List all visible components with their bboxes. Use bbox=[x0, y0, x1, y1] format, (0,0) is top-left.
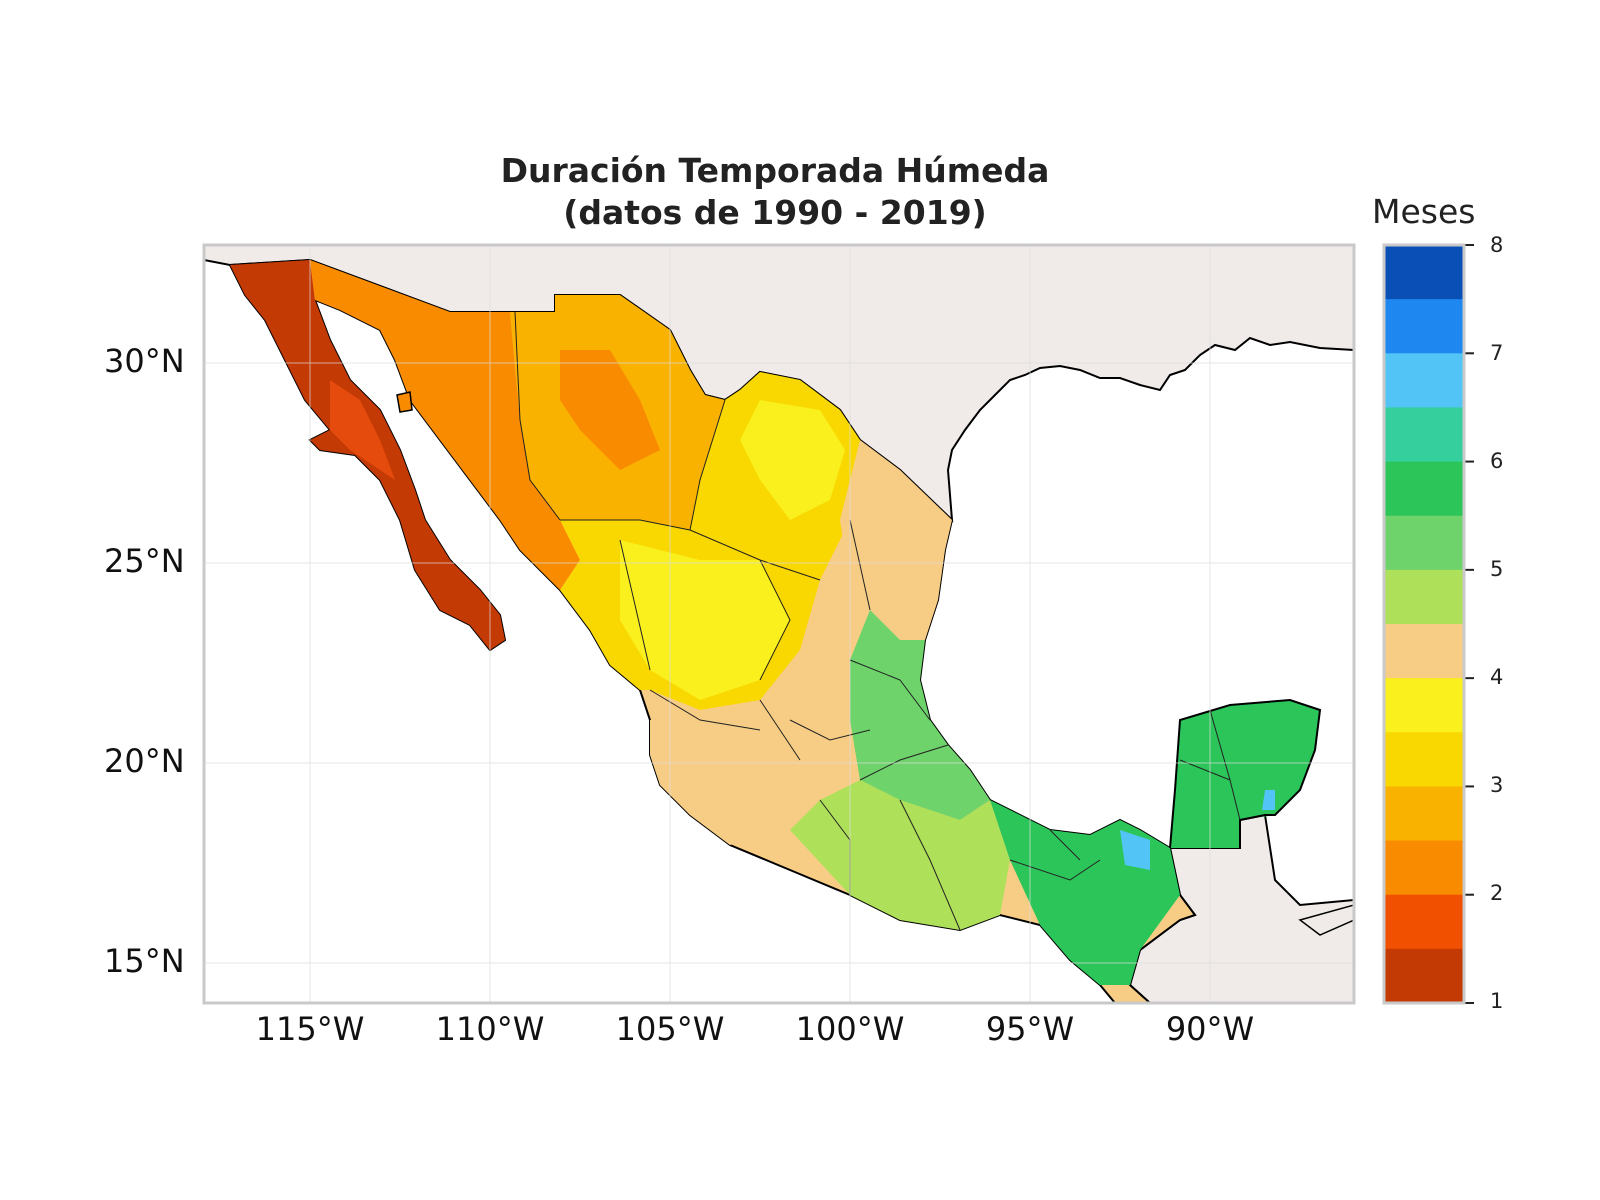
x-tick-105w: 105°W bbox=[615, 1010, 725, 1048]
colorbar-tick-1: 1 bbox=[1490, 989, 1504, 1013]
map-title-line2: (datos de 1990 - 2019) bbox=[563, 193, 987, 232]
map-title-line1: Duración Temporada Húmeda bbox=[500, 151, 1050, 190]
y-tick-30n: 30°N bbox=[104, 342, 185, 380]
colorbar bbox=[1384, 244, 1474, 1004]
colorbar-segment bbox=[1384, 569, 1464, 625]
x-tick-115w: 115°W bbox=[255, 1010, 365, 1048]
colorbar-tick-2: 2 bbox=[1490, 881, 1504, 905]
graticule bbox=[204, 245, 1354, 1003]
colorbar-segment bbox=[1384, 678, 1464, 733]
heat-layer bbox=[230, 260, 1320, 985]
tiburon-island bbox=[396, 391, 413, 413]
x-tick-90w: 90°W bbox=[1165, 1010, 1255, 1048]
yucatan-outline bbox=[1169, 698, 1322, 849]
colorbar-tick-6: 6 bbox=[1490, 449, 1504, 473]
map-frame bbox=[202, 243, 1356, 1005]
colorbar-title: Meses bbox=[1372, 192, 1476, 231]
colorbar-segment bbox=[1384, 407, 1464, 463]
colorbar-tick-4: 4 bbox=[1490, 665, 1504, 689]
x-tick-110w: 110°W bbox=[435, 1010, 545, 1048]
colorbar-segment bbox=[1384, 353, 1464, 408]
y-tick-15n: 15°N bbox=[104, 942, 185, 980]
colorbar-segment bbox=[1384, 461, 1464, 517]
colorbar-tick-8: 8 bbox=[1490, 233, 1504, 257]
colorbar-segment bbox=[1384, 840, 1464, 896]
colorbar-segment bbox=[1384, 245, 1464, 300]
colorbar-segment bbox=[1384, 624, 1464, 679]
y-tick-20n: 20°N bbox=[104, 742, 185, 780]
colorbar-segment bbox=[1384, 948, 1464, 1004]
x-tick-95w: 95°W bbox=[985, 1010, 1075, 1048]
cuba-outline bbox=[1298, 904, 1354, 936]
colorbar-segment bbox=[1384, 515, 1464, 571]
y-tick-25n: 25°N bbox=[104, 542, 185, 580]
colorbar-segment bbox=[1384, 894, 1464, 950]
colorbar-tick-3: 3 bbox=[1490, 773, 1504, 797]
colorbar-segment bbox=[1384, 786, 1464, 842]
colorbar-tick-5: 5 bbox=[1490, 557, 1504, 581]
x-tick-100w: 100°W bbox=[795, 1010, 905, 1048]
colorbar-tick-7: 7 bbox=[1490, 341, 1504, 365]
colorbar-segment bbox=[1384, 732, 1464, 787]
colorbar-segment bbox=[1384, 299, 1464, 354]
colorbar-frame bbox=[1382, 243, 1466, 1005]
